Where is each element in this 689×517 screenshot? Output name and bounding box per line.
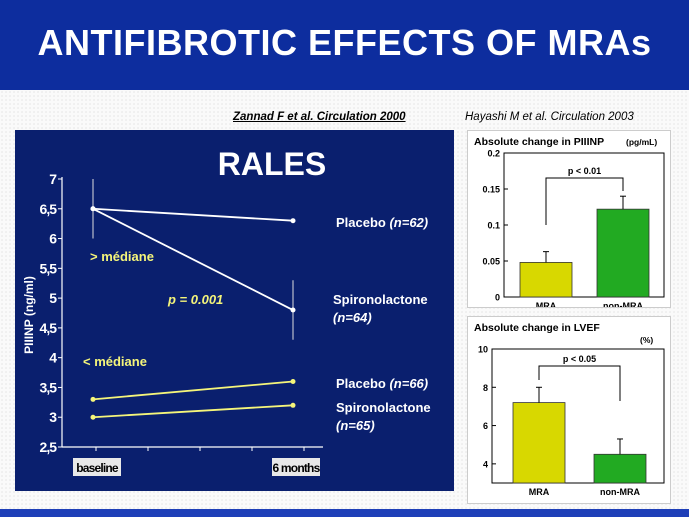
y-tick-label: 4,5 (40, 320, 58, 336)
y-tick-label: 3,5 (40, 379, 58, 395)
x-tick-label-box (73, 458, 121, 476)
citation-zannad: Zannad F et al. Circulation 2000 (233, 111, 406, 123)
data-point (90, 396, 96, 402)
lvef-figure: Absolute change in LVEF (%) 4 6 8 10 MRA non-MR… (467, 316, 671, 504)
series-line-0 (92, 207, 294, 222)
series-n: (n=65) (336, 418, 375, 433)
title-bar (0, 0, 689, 90)
series-line-2 (92, 380, 294, 401)
series-n: (n=66) (389, 376, 428, 391)
data-point (90, 414, 96, 420)
series-name: Spironolactone (336, 400, 431, 415)
bar-non-mra (593, 453, 647, 484)
series-n: (n=64) (333, 310, 372, 325)
significance-bracket (538, 365, 621, 401)
x-tick-label: non-MRA (600, 487, 640, 497)
y-tick-label: 4 (483, 459, 488, 469)
y-tick-label: 0.15 (482, 185, 500, 195)
series-line-1 (92, 207, 294, 311)
y-tick-label: 6 (483, 421, 488, 431)
bar-mra (512, 402, 566, 484)
bar-chart-unit: (pg/mL) (626, 137, 657, 147)
y-tick-label: 3 (49, 409, 57, 425)
series-name: Placebo (336, 215, 389, 230)
data-point (290, 402, 296, 408)
series-name: Placebo (336, 376, 389, 391)
bar-non-mra (596, 208, 650, 298)
y-axis-label: PIIINP (ng/ml) (22, 276, 36, 354)
y-tick-label: 10 (478, 345, 488, 355)
slide-title: ANTIFIBROTIC EFFECTS OF MRAs (37, 22, 652, 63)
series-line-3 (92, 404, 294, 419)
y-tick-label: 8 (483, 383, 488, 393)
y-tick-label: 2,5 (40, 439, 58, 455)
data-point (290, 307, 296, 313)
series-label: Placebo (n=66) (336, 376, 428, 391)
x-tick-label: non-MRA (603, 301, 643, 307)
bar-chart-unit: (%) (640, 335, 653, 345)
p-value-label: p = 0.001 (167, 292, 223, 307)
y-tick-label: 6,5 (40, 201, 58, 217)
piiinp-bar-chart: Absolute change in PIIINP (pg/mL) 0 0.05 0.1… (474, 136, 665, 311)
data-point (290, 218, 296, 224)
group-label-above-median: > médiane (90, 249, 154, 264)
bar-mra (519, 262, 573, 298)
data-point (90, 206, 96, 212)
chart-title: RALES (218, 146, 326, 182)
piiinp-figure: Absolute change in PIIINP (pg/mL) 0 0.05 0.1… (467, 130, 671, 311)
rales-chart: RALES 2,5 3 3,5 4 4,5 5 5,5 6 6,5 7 PIIINP (ng/ml) b… (22, 146, 431, 476)
y-tick-label: 0.1 (487, 221, 500, 231)
citation-hayashi: Hayashi M et al. Circulation 2003 (465, 111, 634, 123)
y-tick-label: 7 (49, 171, 57, 187)
significance-label: p < 0.01 (568, 166, 601, 176)
plot-frame (491, 348, 665, 484)
significance-bracket (545, 177, 624, 225)
y-tick-label: 6 (49, 231, 57, 247)
y-tick-label: 0.05 (482, 257, 500, 267)
x-tick-label: baseline (76, 461, 119, 475)
x-tick-label: 6 months (273, 461, 321, 475)
y-tick-label: 5 (49, 290, 57, 306)
bar-chart-title: Absolute change in LVEF (474, 322, 600, 334)
series-n: (n=62) (389, 215, 428, 230)
y-tick-label: 0 (495, 293, 500, 303)
series-label: Placebo (n=62) (336, 215, 428, 230)
series-name: Spironolactone (333, 292, 428, 307)
bar-chart-title: Absolute change in PIIINP (474, 136, 604, 148)
x-tick-label: MRA (536, 301, 557, 307)
significance-label: p < 0.05 (563, 354, 596, 364)
y-tick-label: 4 (49, 350, 57, 366)
x-tick-label: MRA (529, 487, 550, 497)
rales-chart-panel: RALES 2,5 3 3,5 4 4,5 5 5,5 6 6,5 7 PIIINP (ng/ml) b… (15, 130, 454, 491)
bottom-bar (0, 509, 689, 517)
data-point (290, 378, 296, 384)
y-tick-label: 0.2 (487, 149, 500, 159)
lvef-bar-chart: Absolute change in LVEF (%) 4 6 8 10 MRA non-MR… (474, 322, 665, 497)
y-tick-label: 5,5 (40, 260, 58, 276)
group-label-below-median: < médiane (83, 354, 147, 369)
x-tick-label-box (272, 458, 320, 476)
